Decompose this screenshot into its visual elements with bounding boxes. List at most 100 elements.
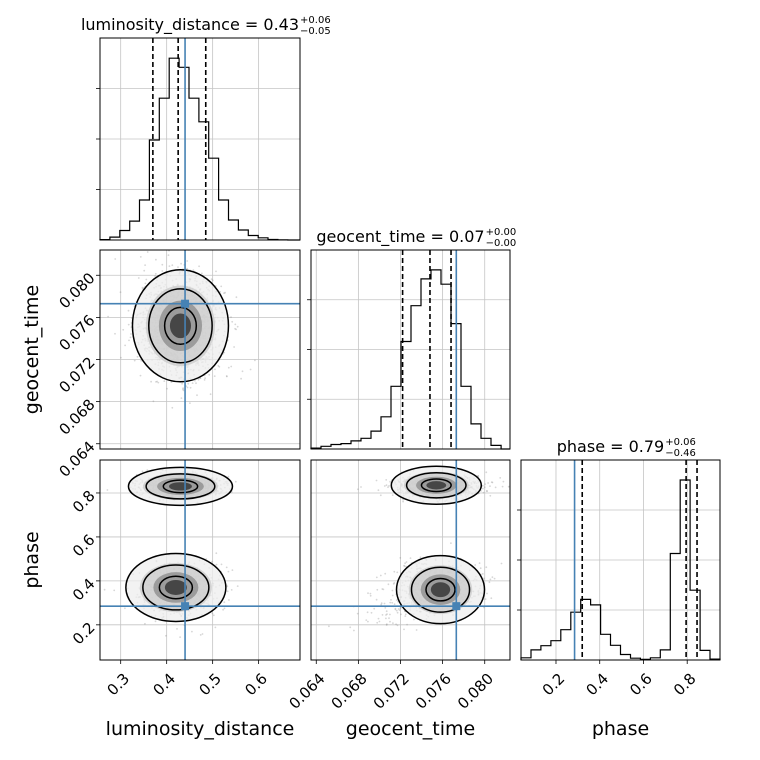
sample-point xyxy=(195,382,197,385)
sample-point xyxy=(222,608,225,611)
sample-point xyxy=(399,557,402,559)
sample-point xyxy=(226,590,229,593)
sample-point xyxy=(161,263,164,266)
sample-point xyxy=(402,500,404,503)
sample-point xyxy=(141,470,144,473)
sample-point xyxy=(385,484,388,487)
sample-point xyxy=(210,278,213,281)
density-level xyxy=(169,482,192,491)
sample-point xyxy=(353,629,355,632)
contour-line xyxy=(162,479,199,494)
sample-point xyxy=(145,278,148,281)
sample-point xyxy=(226,585,229,588)
sample-point xyxy=(391,594,394,597)
contour-line xyxy=(420,478,452,493)
sample-point xyxy=(161,270,164,272)
sample-point xyxy=(383,602,386,605)
sample-point xyxy=(398,609,401,611)
panel-frame xyxy=(99,459,301,661)
y-tick-label: 0.072 xyxy=(55,353,98,396)
sample-point xyxy=(388,617,390,619)
title-text: phase = 0.79 xyxy=(557,437,664,456)
title-geocent_time: geocent_time = 0.07 +0.00−0.00 xyxy=(316,227,516,249)
title-text: luminosity_distance = 0.43 xyxy=(81,15,299,35)
sample-point xyxy=(182,389,185,392)
contour-line xyxy=(148,288,213,364)
sample-point xyxy=(365,619,368,621)
y-tick-label: 0.2 xyxy=(69,619,99,649)
sample-point xyxy=(393,582,396,584)
sample-point xyxy=(415,629,418,631)
y-tick-label: 0.6 xyxy=(69,531,99,561)
sample-point xyxy=(486,490,488,492)
sample-point xyxy=(490,597,493,600)
sample-point xyxy=(154,620,157,623)
sample-point xyxy=(192,269,195,271)
histogram-geocent_time xyxy=(310,269,510,450)
sample-point xyxy=(482,487,484,490)
sample-point xyxy=(144,264,147,266)
contour-line xyxy=(125,552,227,623)
sample-point xyxy=(385,479,388,481)
sample-point xyxy=(165,634,167,637)
sample-point xyxy=(114,332,116,335)
joint-panel-luminosity_distance-phase xyxy=(99,459,301,661)
title-text: geocent_time = 0.07 xyxy=(316,227,484,247)
contour-line xyxy=(142,564,210,611)
sample-point xyxy=(211,560,214,563)
density-mode xyxy=(127,466,234,507)
sample-point xyxy=(203,379,206,381)
sample-point xyxy=(477,474,479,477)
sample-point xyxy=(485,566,488,569)
sample-point xyxy=(230,365,233,368)
sample-point xyxy=(450,542,452,544)
sample-point xyxy=(512,590,514,592)
sample-point xyxy=(483,606,485,609)
sample-point xyxy=(385,614,387,616)
sample-point xyxy=(180,245,182,247)
truth-marker xyxy=(181,602,190,611)
sample-point xyxy=(119,291,122,294)
title-plus: +0.06 xyxy=(300,15,331,26)
sample-point xyxy=(377,489,380,492)
marginal-panel-geocent_time xyxy=(307,249,511,450)
panel-frame xyxy=(310,249,511,450)
sample-point xyxy=(191,630,193,633)
sample-point xyxy=(489,578,492,581)
panel-frame xyxy=(99,37,301,241)
x-tick-label: 0.8 xyxy=(670,670,700,700)
sample-point xyxy=(389,480,391,483)
sample-point xyxy=(133,359,136,362)
sample-point xyxy=(485,471,488,474)
density-level xyxy=(430,582,451,598)
y-tick-label: 0.076 xyxy=(55,311,98,354)
x-tick-label: 0.5 xyxy=(195,670,225,700)
sample-point xyxy=(215,270,217,273)
sample-point xyxy=(400,613,402,616)
sample-point xyxy=(189,402,191,404)
sample-point xyxy=(391,601,394,604)
title-minus: −0.05 xyxy=(300,26,331,37)
y-tick-label: 0.080 xyxy=(55,269,98,312)
sample-point xyxy=(234,323,237,326)
sample-point xyxy=(208,373,211,376)
sample-point xyxy=(490,481,493,483)
sample-point xyxy=(396,611,399,614)
sample-point xyxy=(230,589,233,591)
sample-point xyxy=(404,562,406,565)
sample-point xyxy=(231,320,234,323)
x-tick-label: 0.072 xyxy=(370,670,413,713)
sample-point xyxy=(502,480,505,483)
sample-point xyxy=(199,634,202,636)
sample-point xyxy=(395,623,397,626)
sample-point xyxy=(376,588,379,591)
sample-point xyxy=(406,623,408,626)
density-mode xyxy=(395,554,486,625)
sample-point xyxy=(233,346,236,348)
sample-point xyxy=(419,556,422,559)
title-plus: +0.06 xyxy=(665,437,696,448)
sample-point xyxy=(483,486,486,489)
sample-point xyxy=(215,552,218,555)
sample-point xyxy=(235,328,238,331)
sample-point xyxy=(227,475,230,478)
